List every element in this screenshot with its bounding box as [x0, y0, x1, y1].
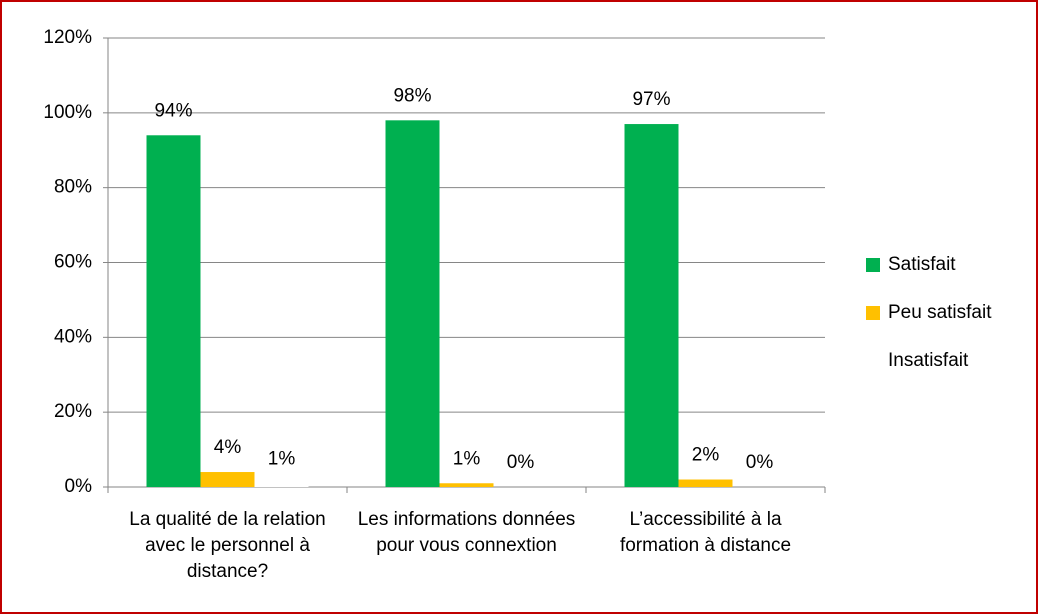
legend-swatch	[866, 354, 880, 368]
y-tick-label: 120%	[43, 27, 92, 48]
legend-label: Peu satisfait	[888, 302, 992, 323]
data-label: 1%	[453, 448, 481, 469]
data-label: 0%	[507, 452, 535, 473]
y-tick-label: 40%	[54, 326, 92, 347]
x-label-box: Les informations données pour vous conne…	[357, 509, 576, 556]
legend-label: Satisfait	[888, 254, 956, 275]
bar	[678, 479, 733, 487]
data-label: 0%	[746, 452, 774, 473]
y-tick-label: 20%	[54, 401, 92, 422]
y-tick-label: 100%	[43, 102, 92, 123]
y-tick-label: 80%	[54, 177, 92, 198]
data-label: 4%	[214, 437, 242, 458]
x-label-box: L’accessibilité à la formation à distanc…	[619, 509, 792, 556]
data-label: 94%	[154, 100, 192, 121]
legend-swatch	[866, 258, 880, 272]
y-tick-label: 0%	[65, 476, 93, 497]
bar	[624, 124, 679, 487]
bar	[439, 483, 494, 487]
x-tick-label: La qualité de la relation avec le person…	[129, 509, 326, 582]
x-tick-label: Les informations données pour vous conne…	[357, 509, 576, 556]
data-label: 2%	[692, 445, 720, 466]
y-tick-label: 60%	[54, 252, 92, 273]
legend-label: Insatisfait	[888, 350, 969, 371]
x-tick-label: L’accessibilité à la formation à distanc…	[619, 509, 792, 556]
bar	[385, 120, 440, 488]
data-label: 97%	[632, 89, 670, 110]
bar	[254, 483, 309, 487]
bar	[200, 472, 255, 487]
legend-swatch	[866, 306, 880, 320]
data-label: 98%	[393, 85, 431, 106]
x-label-box: La qualité de la relation avec le person…	[129, 509, 326, 582]
bar	[146, 135, 201, 488]
data-label: 1%	[268, 448, 296, 469]
